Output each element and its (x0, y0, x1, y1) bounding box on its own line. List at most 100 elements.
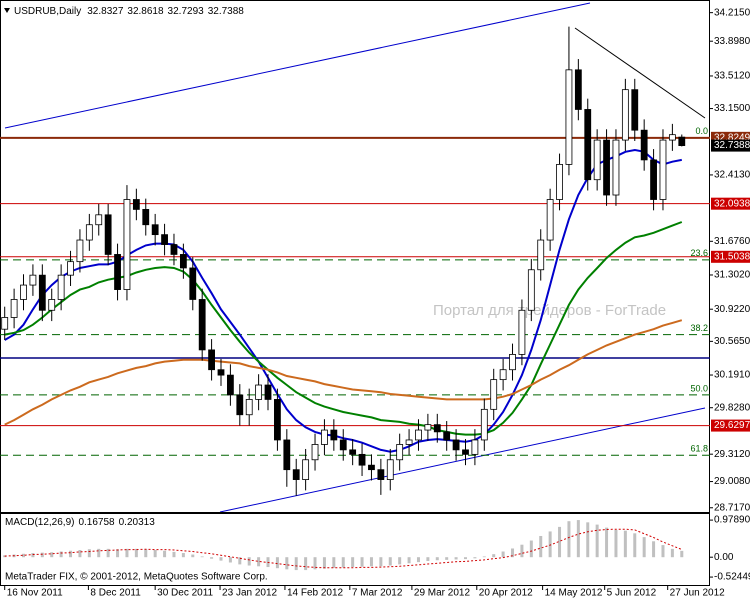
macd-bar (313, 557, 317, 570)
y-tick-label: 29.0080 (714, 476, 750, 487)
macd-bar (642, 537, 646, 558)
macd-bar (605, 527, 609, 558)
macd-bar (40, 552, 44, 558)
candle-body (339, 439, 347, 451)
y-tick-label: 33.1500 (714, 103, 750, 114)
macd-bar (360, 557, 364, 567)
macd-bar (548, 531, 552, 558)
candle-body (67, 261, 74, 276)
trendline (4, 2, 591, 129)
candle-body (659, 139, 667, 200)
macd-bar (426, 557, 430, 561)
macd-bar (463, 557, 467, 560)
x-tick-label: 27 Jun 2012 (670, 588, 725, 599)
candle-body (603, 139, 610, 196)
macd-bar (22, 553, 26, 558)
candle-body (537, 239, 545, 271)
x-tick-label: 14 Feb 2012 (287, 588, 344, 599)
candle-body (198, 299, 206, 351)
macd-bar (576, 520, 580, 558)
candle-body (565, 69, 573, 165)
y-tick-label: 31.6760 (714, 236, 750, 247)
x-tick-label: 20 Apr 2012 (479, 588, 533, 599)
signal-line (4, 528, 682, 569)
fib-label: 23.6 (690, 248, 708, 258)
macd-bar (454, 557, 458, 560)
macd-bar (529, 540, 533, 558)
y-tick-label: 33.5120 (714, 71, 750, 82)
macd-bar (388, 557, 392, 566)
candle-body (114, 254, 121, 290)
macd-bar (163, 550, 167, 558)
macd-bar (78, 550, 82, 558)
candle-body (631, 89, 639, 131)
macd-bar (238, 557, 242, 565)
y-tick-label: 30.1910 (714, 370, 750, 381)
candle-body (104, 214, 112, 255)
macd-bar (116, 549, 120, 558)
macd-bar (257, 557, 261, 567)
macd-bar (511, 548, 515, 558)
y-tick-label: 29.8280 (714, 402, 750, 413)
y-tick-label: 32.4130 (714, 170, 750, 181)
candle-body (132, 199, 140, 210)
candle-body (405, 439, 413, 445)
candle-body (396, 444, 404, 461)
macd-bar (200, 556, 204, 558)
macd-bar (172, 551, 176, 558)
level-tag (711, 419, 750, 432)
candle-body (480, 408, 488, 441)
x-tick-label: 30 Dec 2011 (157, 588, 213, 599)
macd-bar (586, 522, 590, 558)
candle-body (452, 439, 460, 451)
macd-bar (633, 533, 637, 558)
candle-body (264, 384, 272, 400)
candle-body (593, 139, 601, 181)
macd-bar (445, 557, 449, 560)
candle-body (546, 199, 554, 241)
macd-bar (614, 529, 618, 558)
macd-bar (134, 548, 138, 558)
watermark: Портал для трейдеров - ForTrade (433, 302, 666, 319)
macd-bar (652, 541, 656, 558)
level-tag (711, 250, 750, 263)
candle-body (621, 89, 629, 141)
price-tag-label: 32.7388 (714, 140, 750, 151)
macd-bar (191, 554, 195, 558)
macd-bar (670, 548, 674, 558)
macd-bar (87, 549, 91, 558)
macd-bar (398, 557, 402, 565)
candle-body (142, 209, 150, 226)
y-tick-label: 29.3120 (714, 449, 750, 460)
candle-body (255, 384, 263, 400)
macd-bar (661, 545, 665, 558)
macd-bar (341, 557, 345, 568)
macd-bar (322, 557, 326, 569)
macd-bar (304, 557, 308, 571)
candle-body (274, 399, 281, 441)
ohlc-low: 32.7293 (168, 6, 205, 17)
ohlc-high: 32.8618 (127, 6, 164, 17)
x-tick-label: 8 Dec 2011 (90, 588, 141, 599)
candle-body (208, 349, 215, 371)
level-label: 32.0938 (714, 198, 750, 209)
y-tick-label: 33.8980 (714, 36, 750, 47)
candle-body (368, 464, 375, 471)
macd-bar (219, 557, 223, 561)
chart-header: USDRUB,Daily 32.8327 32.8618 32.7293 32.7388 (14, 6, 244, 17)
candle-body (236, 394, 244, 416)
trendline (574, 27, 706, 119)
macd-bar (520, 544, 524, 558)
header-icon (4, 8, 10, 13)
macd-bar (473, 557, 477, 559)
plot-area: Портал для трейдеров - ForTrade 0.0 23.6 3… (0, 2, 710, 512)
macd-bar (3, 555, 7, 558)
fib-label: 50.0 (690, 383, 708, 393)
candle-body (161, 234, 168, 245)
candle-body (123, 199, 131, 290)
y-tick-label: 34.2150 (714, 7, 750, 18)
macd-header: MACD(12,26,9) 0.16758 0.20313 (5, 517, 155, 528)
candle-body (179, 254, 187, 269)
